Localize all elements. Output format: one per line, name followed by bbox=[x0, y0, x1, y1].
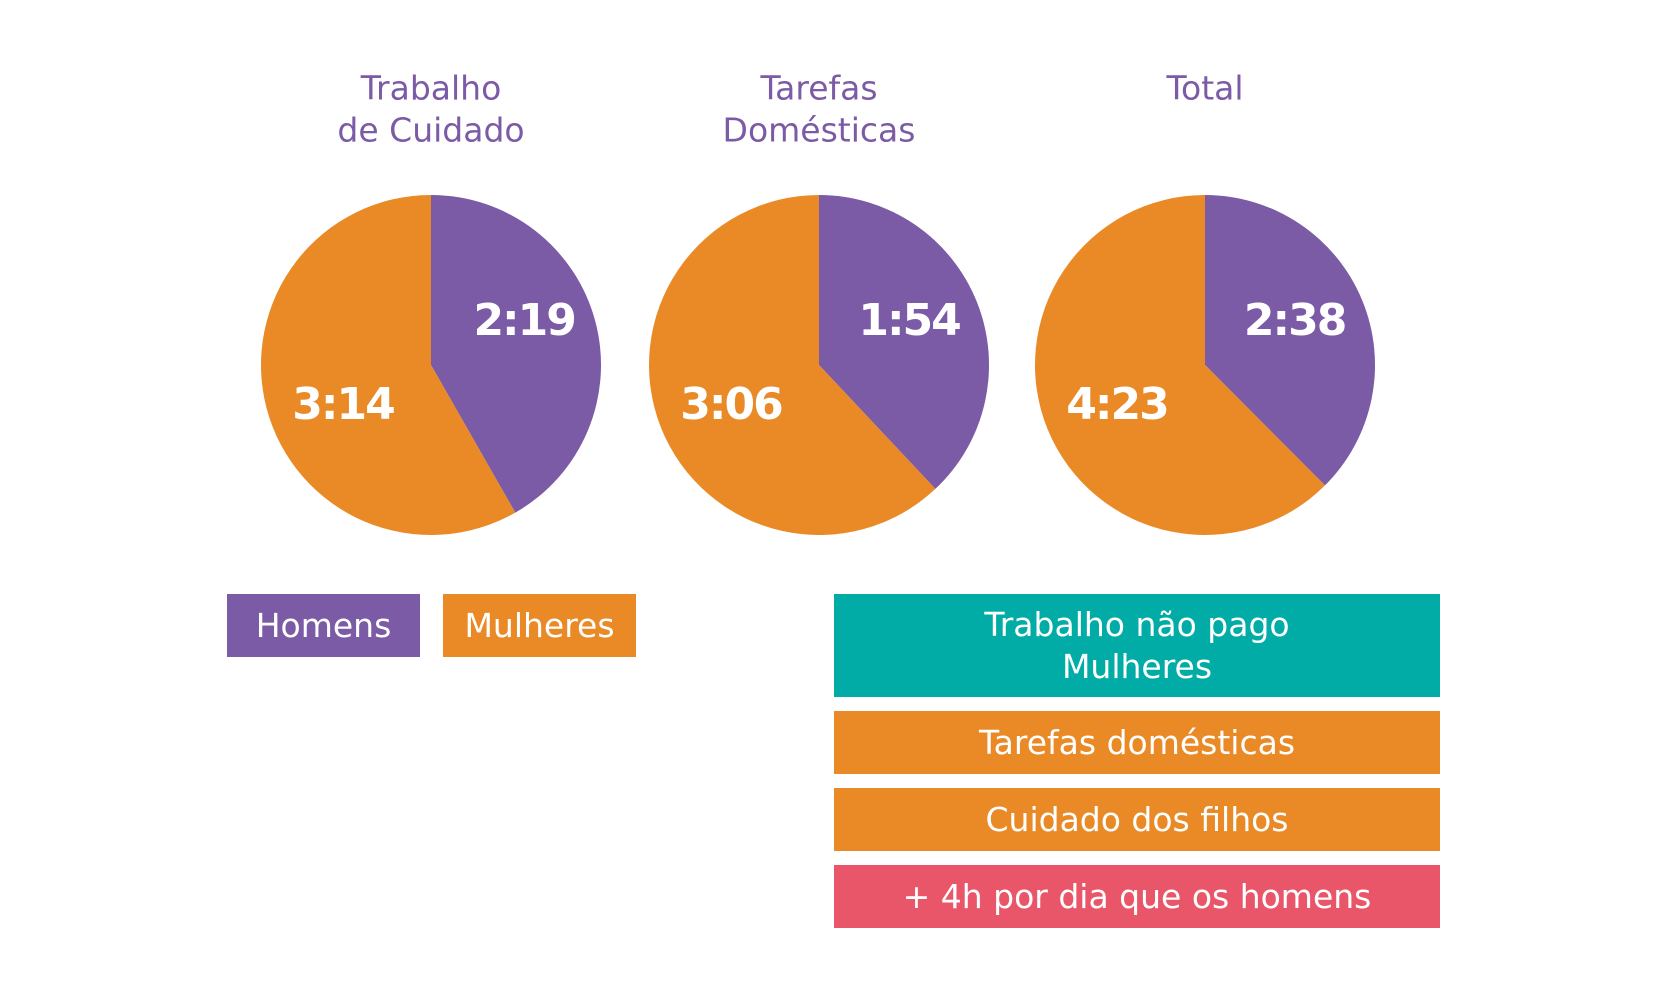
legend-homens-label: Homens bbox=[255, 605, 392, 645]
legend-homens: Homens bbox=[227, 594, 420, 657]
pie-value-label-homens: 1:54 bbox=[858, 295, 960, 346]
pie-slice-mulheres bbox=[1035, 195, 1325, 535]
pie-value-label-mulheres: 3:14 bbox=[292, 379, 394, 430]
summary-item-cuidado: Cuidado dos filhos bbox=[834, 788, 1440, 851]
summary-item-tarefas: Tarefas domésticas bbox=[834, 711, 1440, 774]
pie-slice-homens bbox=[431, 195, 601, 513]
summary-header-line2: Mulheres bbox=[1061, 646, 1213, 686]
pie-title-line: Trabalho bbox=[360, 69, 502, 108]
pie-title-line: Domésticas bbox=[723, 111, 916, 150]
summary-item-tarefas-label: Tarefas domésticas bbox=[978, 722, 1296, 762]
pie-title-line: de Cuidado bbox=[337, 111, 524, 150]
legend-mulheres-label: Mulheres bbox=[464, 605, 615, 645]
summary-header: Trabalho não pago Mulheres bbox=[834, 594, 1440, 697]
pie-slice-mulheres bbox=[260, 195, 516, 535]
pie-value-label-homens: 2:19 bbox=[473, 295, 574, 346]
pie-value-label-mulheres: 3:06 bbox=[680, 379, 782, 430]
pie-title-line: Total bbox=[1165, 69, 1243, 108]
pie-slice-mulheres bbox=[648, 195, 936, 535]
summary-header-line1: Trabalho não pago bbox=[984, 604, 1290, 644]
pie-chart-3: Total 2:38 4:23 bbox=[1035, 69, 1375, 535]
summary-footer: + 4h por dia que os homens bbox=[834, 865, 1440, 928]
summary-footer-label: + 4h por dia que os homens bbox=[902, 876, 1372, 916]
pie-value-label-homens: 2:38 bbox=[1244, 295, 1345, 346]
pie-slice-homens bbox=[1205, 195, 1375, 486]
legend-mulheres: Mulheres bbox=[443, 594, 636, 657]
summary-item-cuidado-label: Cuidado dos filhos bbox=[985, 799, 1289, 839]
pie-title-line: Tarefas bbox=[759, 69, 877, 108]
pie-value-label-mulheres: 4:23 bbox=[1066, 379, 1167, 430]
pie-slice-homens bbox=[819, 195, 989, 489]
